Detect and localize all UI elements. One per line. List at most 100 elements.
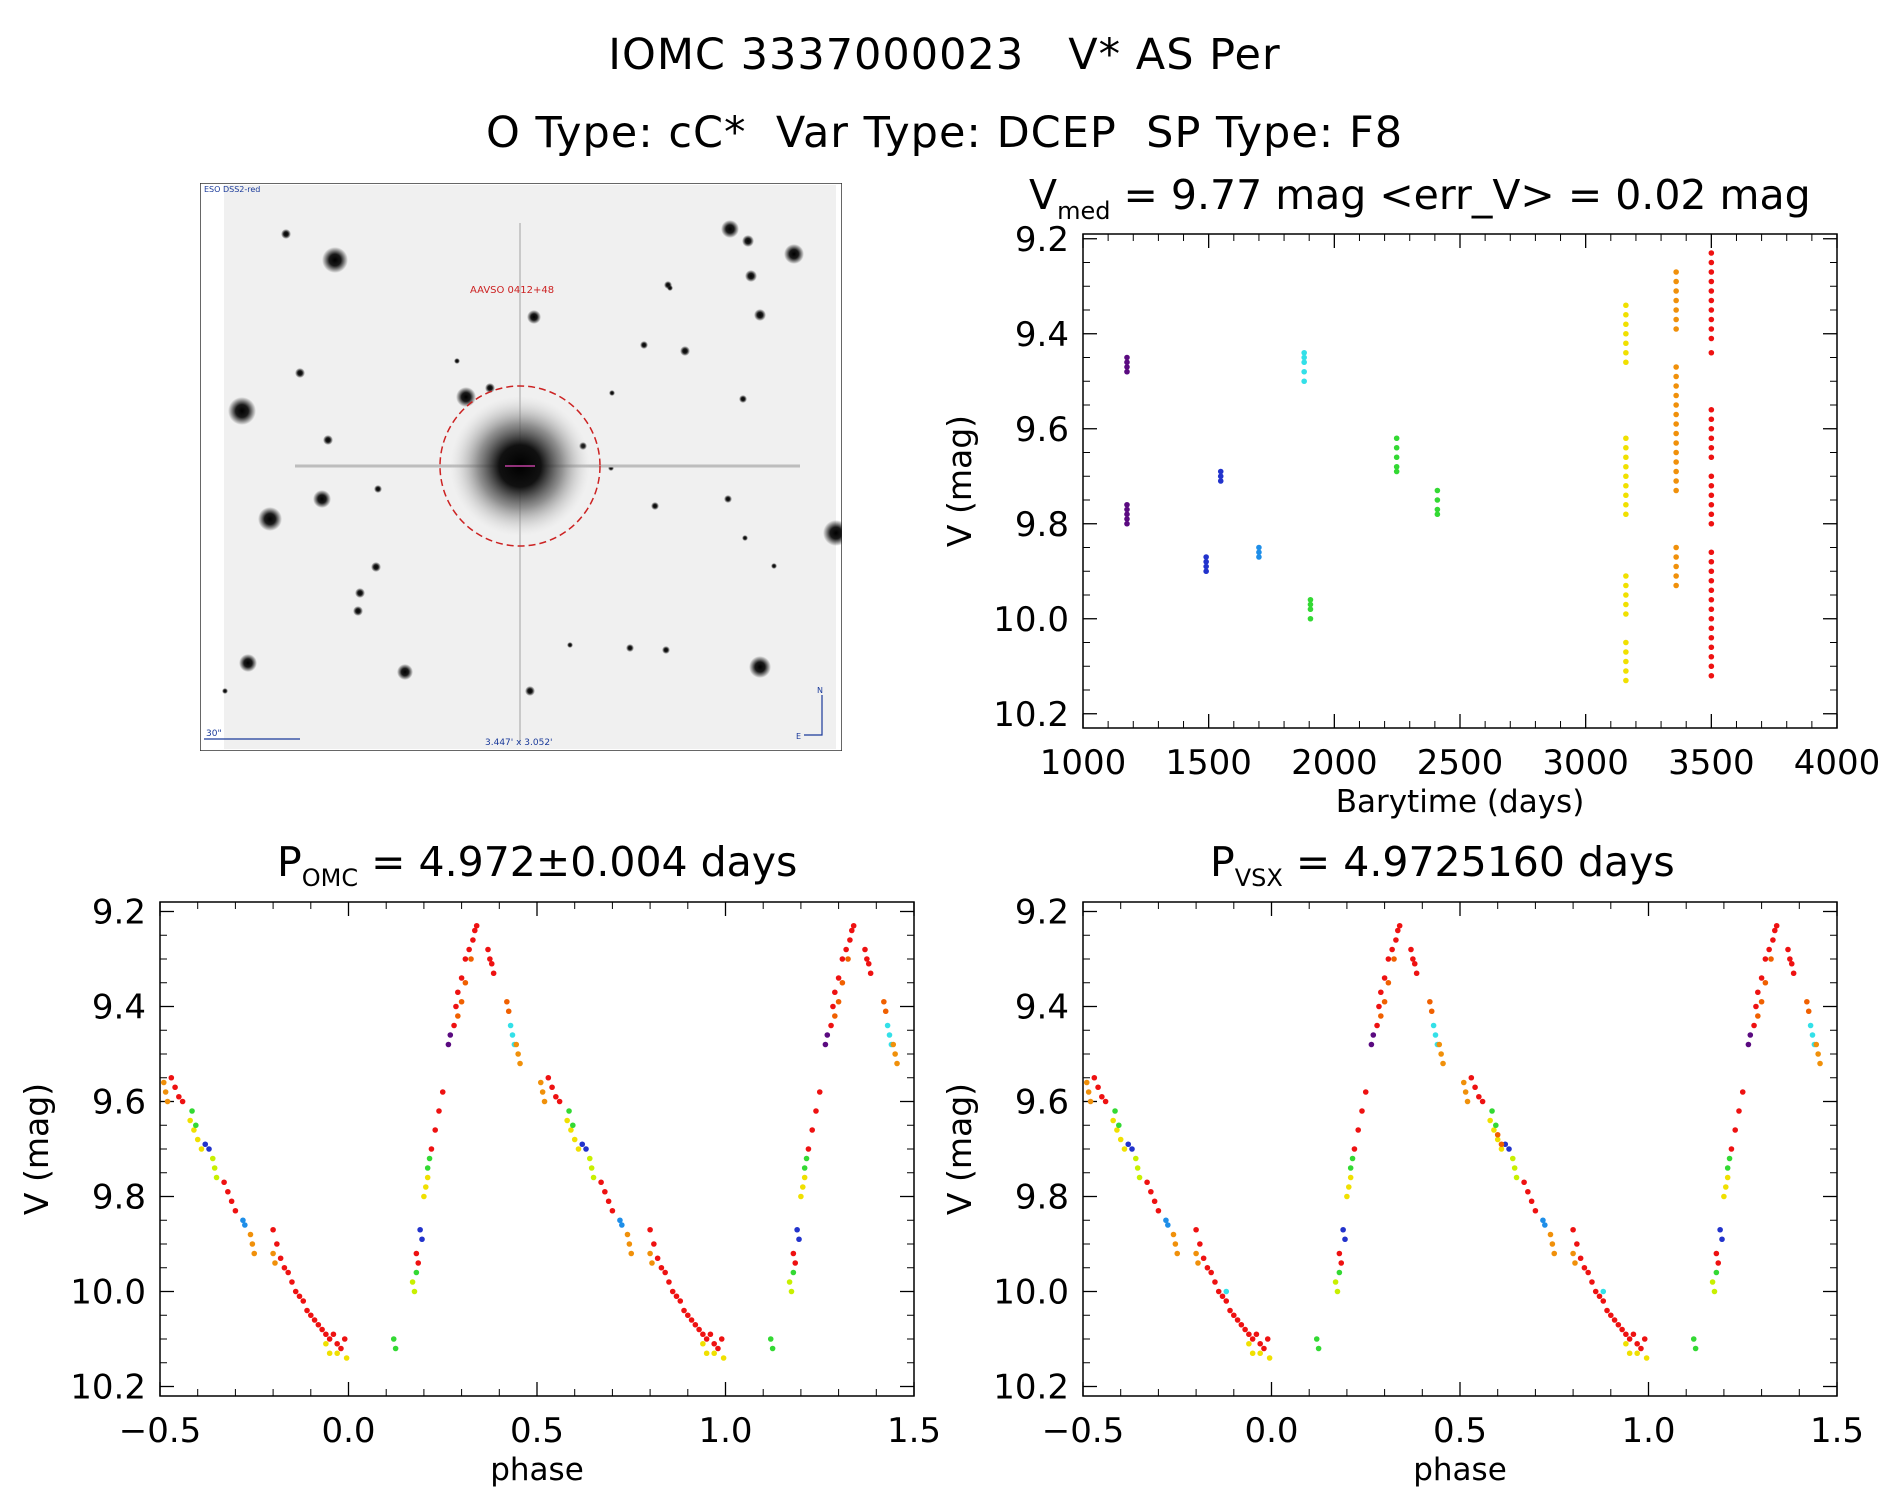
data-point — [1721, 1193, 1727, 1200]
data-point — [1673, 373, 1679, 380]
data-point — [553, 1093, 559, 1100]
data-point — [1623, 658, 1629, 665]
data-point — [832, 1013, 838, 1019]
data-point — [1223, 1288, 1230, 1295]
x-tick-label: 4000 — [1794, 743, 1881, 783]
data-point — [794, 1226, 800, 1233]
data-point — [225, 1188, 231, 1195]
data-point — [1766, 946, 1772, 953]
data-point — [1715, 1260, 1722, 1266]
phase-omc-title-rest: = 4.972±0.004 days — [358, 838, 797, 886]
data-point — [1585, 1269, 1591, 1276]
data-point — [1391, 956, 1397, 962]
data-point — [417, 1226, 423, 1233]
data-point — [884, 1022, 891, 1029]
data-point — [1432, 1032, 1439, 1038]
data-point — [1385, 979, 1392, 986]
data-point — [1604, 1307, 1610, 1314]
data-point — [1193, 1226, 1199, 1233]
data-point — [786, 1279, 793, 1285]
data-point — [1542, 1222, 1548, 1228]
data-point — [1762, 956, 1769, 962]
data-point — [1491, 1127, 1497, 1133]
data-point — [176, 1093, 182, 1100]
data-point — [160, 1079, 167, 1086]
data-point — [281, 1264, 288, 1271]
data-point — [296, 1293, 303, 1300]
x-tick-label: 1.0 — [1621, 1411, 1675, 1451]
data-point — [1788, 960, 1795, 967]
data-point — [517, 1060, 523, 1067]
data-point — [1673, 269, 1679, 275]
data-point — [1307, 596, 1314, 603]
data-point — [681, 1307, 687, 1314]
data-point — [453, 1003, 459, 1010]
data-point — [1434, 511, 1441, 518]
star — [397, 664, 413, 680]
data-point — [179, 1098, 186, 1105]
data-point — [1623, 349, 1629, 356]
main-title: IOMC 3337000023 V* AS Per — [608, 30, 1281, 80]
star — [355, 588, 365, 598]
data-point — [1623, 454, 1629, 461]
north-label: N — [817, 686, 823, 695]
data-point — [1708, 634, 1715, 641]
data-point — [1673, 449, 1679, 456]
data-point — [1634, 1340, 1640, 1347]
lightcurve-title-rest: = 9.77 mag <err_V> = 0.02 mag — [1110, 171, 1810, 219]
star — [567, 642, 573, 648]
data-point — [162, 1089, 169, 1095]
data-point — [447, 1032, 454, 1038]
data-point — [1307, 606, 1314, 613]
data-point — [1673, 402, 1679, 408]
data-point — [206, 1146, 212, 1152]
data-point — [654, 1255, 661, 1262]
data-point — [1673, 411, 1679, 418]
data-point — [1708, 406, 1715, 413]
data-point — [419, 1236, 425, 1243]
data-point — [1574, 1241, 1580, 1247]
data-point — [1623, 573, 1629, 579]
y-tick-label: 9.4 — [1015, 315, 1069, 355]
data-point — [274, 1241, 280, 1247]
data-point — [1301, 378, 1307, 385]
data-point — [1315, 1345, 1322, 1352]
data-point — [767, 1336, 774, 1342]
x-tick-label: 1000 — [1040, 743, 1127, 783]
data-point — [1212, 1279, 1218, 1285]
data-point — [718, 1336, 725, 1342]
fov-label: 3.447' x 3.052' — [485, 738, 553, 748]
data-point — [1673, 544, 1679, 551]
data-point — [1124, 520, 1130, 527]
data-point — [1708, 558, 1715, 565]
data-point — [326, 1350, 333, 1357]
data-point — [1163, 1217, 1169, 1224]
data-point — [390, 1336, 397, 1342]
data-point — [1623, 601, 1629, 608]
y-tick-label: 10.0 — [993, 600, 1069, 640]
data-point — [788, 1288, 795, 1295]
data-point — [799, 1184, 806, 1190]
data-point — [1381, 975, 1388, 981]
data-point — [1307, 615, 1314, 622]
star — [527, 310, 541, 324]
y-tick-label: 9.4 — [1015, 988, 1069, 1028]
data-point — [669, 1288, 676, 1295]
x-tick-label: 3500 — [1668, 743, 1755, 783]
data-point — [703, 1350, 710, 1357]
data-point — [1708, 349, 1715, 356]
star — [739, 395, 747, 403]
data-point — [473, 922, 480, 929]
data-point — [308, 1312, 314, 1319]
data-point — [566, 1108, 572, 1114]
data-point — [1124, 368, 1130, 375]
data-point — [1623, 582, 1629, 589]
data-point — [1378, 989, 1384, 996]
phase-omc-title: POMC = 4.972±0.004 days — [277, 838, 797, 892]
data-point — [1129, 1146, 1135, 1152]
data-point — [1770, 937, 1776, 943]
data-point — [490, 970, 497, 977]
data-point — [700, 1331, 706, 1338]
data-point — [513, 1041, 520, 1048]
data-point — [251, 1250, 258, 1257]
